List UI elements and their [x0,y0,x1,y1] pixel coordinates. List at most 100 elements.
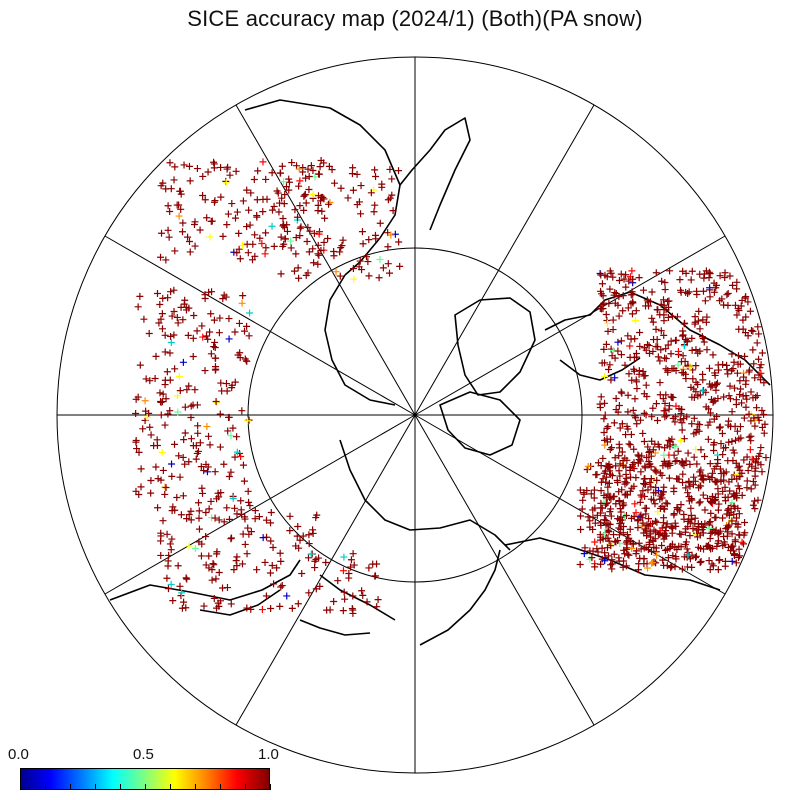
station-marker [697,472,705,480]
station-marker [326,199,334,207]
station-marker [607,269,615,277]
station-marker [672,522,680,530]
station-marker [191,545,199,553]
station-marker [622,512,630,520]
station-marker [656,379,664,387]
station-marker [183,515,191,523]
station-marker [290,267,298,275]
station-marker [692,428,700,436]
station-marker [157,397,165,405]
station-marker [210,343,218,351]
station-marker [735,510,743,518]
station-marker [244,524,252,532]
station-marker [656,311,664,319]
station-marker [186,237,194,245]
station-marker [648,288,656,296]
station-marker [604,483,612,491]
station-marker [686,519,694,527]
station-marker [760,379,768,387]
station-marker [636,554,644,562]
station-marker [751,505,759,513]
station-marker [690,414,698,422]
station-marker [201,291,209,299]
station-marker [166,540,174,548]
station-marker [608,444,616,452]
station-marker [176,582,184,590]
station-marker [268,169,276,177]
station-marker [132,438,140,446]
station-marker [720,393,728,401]
station-marker [733,278,741,286]
station-marker [706,286,714,294]
station-marker [304,165,312,173]
station-marker [362,253,370,261]
station-marker [598,280,606,288]
station-marker [733,285,741,293]
station-marker [709,469,717,477]
station-marker [391,230,399,238]
station-marker [706,293,714,301]
station-marker [161,331,169,339]
station-marker [701,506,709,514]
station-marker [607,561,615,569]
station-marker [628,484,636,492]
station-marker [615,524,623,532]
station-marker [294,600,302,608]
station-marker [156,300,164,308]
station-marker [616,424,624,432]
station-marker [227,468,235,476]
station-marker [174,392,182,400]
station-marker [261,250,269,258]
station-marker [225,413,233,421]
station-marker [190,312,198,320]
station-marker [652,489,660,497]
station-marker [705,364,713,372]
station-marker [171,247,179,255]
station-marker [599,535,607,543]
station-marker [267,604,275,612]
station-marker [660,331,668,339]
station-marker [236,255,244,263]
station-marker [231,328,239,336]
station-marker [748,462,756,470]
station-marker [650,496,658,504]
station-marker [731,538,739,546]
station-marker [224,210,232,218]
station-marker [194,447,202,455]
station-marker [167,339,175,347]
station-marker [699,316,707,324]
station-marker [187,402,195,410]
station-marker [635,539,643,547]
station-marker [586,547,594,555]
station-marker [626,466,634,474]
station-marker [296,224,304,232]
station-marker [214,489,222,497]
station-marker [316,163,324,171]
station-marker [606,463,614,471]
station-marker [698,526,706,534]
station-marker [176,187,184,195]
station-marker [182,574,190,582]
station-marker [176,473,184,481]
station-marker [723,291,731,299]
station-marker [322,559,330,567]
station-marker [725,478,733,486]
station-marker [180,161,188,169]
station-marker [276,199,284,207]
station-marker [220,460,228,468]
station-marker [216,443,224,451]
station-marker [344,194,352,202]
station-marker [743,484,751,492]
station-marker [334,577,342,585]
station-marker [309,190,317,198]
station-marker [728,557,736,565]
station-marker [679,331,687,339]
station-marker [269,544,277,552]
station-marker [682,538,690,546]
station-marker [702,267,710,275]
station-marker [620,501,628,509]
station-marker [378,180,386,188]
station-marker [637,491,645,499]
station-marker [296,232,304,240]
station-marker [650,526,658,534]
